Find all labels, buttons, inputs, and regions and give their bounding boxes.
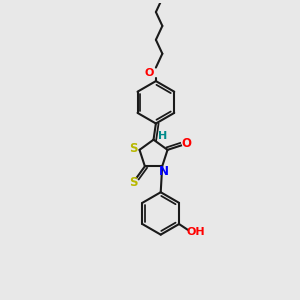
Text: S: S — [129, 142, 138, 155]
Text: OH: OH — [187, 227, 206, 237]
Text: O: O — [145, 68, 154, 78]
Text: S: S — [129, 176, 137, 189]
Text: O: O — [182, 137, 192, 150]
Text: N: N — [159, 165, 169, 178]
Text: H: H — [158, 131, 167, 141]
